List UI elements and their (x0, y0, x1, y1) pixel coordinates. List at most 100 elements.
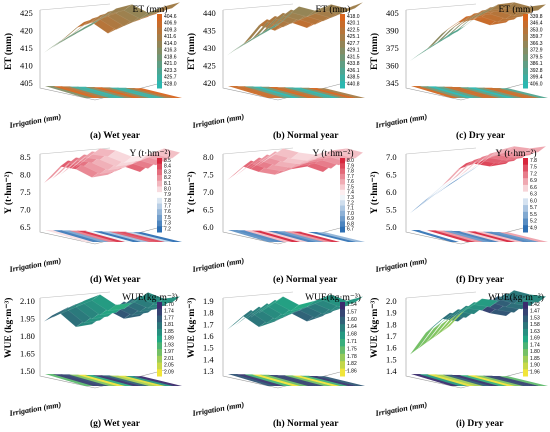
colorbar-swatch (523, 54, 528, 62)
colorbar-tick-label: 1.70 (164, 302, 174, 308)
surface-facet (521, 146, 547, 155)
z-tick-label: 1.5 (203, 343, 214, 353)
colorbar-swatch (157, 328, 162, 337)
colorbar-swatch (523, 211, 528, 220)
surface-facet (338, 148, 364, 159)
z-tick-label: 1.8 (386, 319, 397, 329)
colorbar-tick-label: 1.74 (164, 309, 174, 315)
panel-title: Y (t·hm⁻²) (495, 148, 536, 159)
floor-contour-band (268, 375, 317, 386)
surface-facet (155, 2, 181, 13)
colorbar-tick-label: 1.80 (530, 349, 540, 355)
panel-h: 1.9 1.81.7 1.6 1.51.4 1.3 WUE (kg·m⁻³) Irrigat… (186, 291, 365, 429)
axis-box-top (39, 291, 111, 299)
colorbar-tick-label: 431.5 (347, 54, 360, 60)
colorbar-swatch (523, 349, 528, 357)
colorbar-swatch (340, 81, 345, 89)
floor-contour-band (125, 88, 174, 98)
floor-contour-band (260, 374, 309, 386)
colorbar-swatch (157, 209, 162, 216)
colorbar-swatch (157, 61, 162, 69)
colorbar-swatch (523, 74, 528, 82)
colorbar-tick-label: 7.5 (164, 215, 171, 221)
floor-contour-band (499, 376, 548, 386)
colorbar-tick-label: 429.1 (347, 48, 360, 54)
x-axis-label: Irrigation (mm) (374, 256, 428, 274)
floor-contour-band (300, 87, 349, 98)
colorbar-tick-label: 7.9 (347, 163, 354, 169)
floor-contour-band (260, 86, 309, 98)
colorbar-tick-label: 425.7 (164, 75, 177, 81)
colorbar-swatch (340, 361, 345, 370)
surface-facet (417, 322, 443, 349)
x-axis-label: Irrigation (mm) (191, 256, 245, 274)
colorbar-swatch (523, 61, 528, 69)
floor-contour-band (491, 376, 540, 386)
z-tick-label: 1.50 (20, 366, 35, 376)
colorbar-tick-label: 7.2 (530, 171, 537, 177)
panel-caption: (c) Dry year (456, 130, 506, 141)
panel-d: 8.5 8.0 7.5 7.0 6.5 Y (t·hm⁻²) Irrigation (mm)… (3, 147, 182, 285)
colorbar-swatch (340, 168, 345, 175)
colorbar-tick-label: 1.58 (530, 322, 540, 328)
colorbar-tick-label: 7.0 (347, 211, 354, 217)
floor-contour-band (284, 375, 333, 386)
surface-facet (441, 173, 467, 191)
colorbar-tick-label: 5.2 (530, 219, 537, 225)
z-tick-label: 360 (386, 61, 399, 71)
colorbar-swatch (157, 342, 162, 350)
floor-contour-band (451, 231, 500, 242)
colorbar-swatch (157, 163, 162, 170)
colorbar-swatch (157, 203, 162, 210)
z-tick-label: 435 (203, 26, 216, 36)
colorbar-tick-label: 8.0 (164, 186, 171, 192)
colorbar-swatch (157, 20, 162, 28)
colorbar-swatch (340, 74, 345, 82)
floor-contour-band (133, 232, 182, 242)
floor-contour-band (308, 88, 357, 98)
colorbar-tick-label: 1.74 (530, 342, 540, 348)
colorbar-tick-label: 438.5 (347, 75, 360, 81)
z-tick-label: 420 (20, 26, 33, 36)
floor-contour-band (45, 86, 94, 98)
colorbar-swatch (523, 178, 528, 186)
colorbar-swatch (523, 81, 528, 89)
colorbar-tick-label: 7.3 (164, 221, 171, 227)
colorbar-tick-label: 1.75 (347, 346, 357, 352)
colorbar-tick-label: 1.71 (347, 339, 357, 345)
z-tick-label: 390 (386, 26, 399, 36)
colorbar-swatch (523, 218, 528, 226)
floor-contour-band (483, 375, 532, 386)
colorbar-swatch (523, 34, 528, 42)
colorbar-swatch (157, 220, 162, 227)
floor-contour-band (475, 87, 524, 98)
floor-contour-band (93, 231, 142, 242)
z-tick-label: 1.6 (203, 331, 214, 341)
colorbar-swatch (157, 47, 162, 55)
z-tick-label: 1.4 (203, 354, 214, 364)
colorbar-tick-label: 1.57 (347, 309, 357, 315)
floor-contour-band (483, 87, 532, 98)
floor-contour-band (419, 374, 468, 386)
colorbar-tick-label: 2.09 (164, 369, 174, 375)
x-axis-label: Irrigation (mm) (191, 400, 245, 418)
floor-contour-band (61, 86, 110, 98)
axis-box-top (39, 3, 111, 11)
floor-contour-band (236, 86, 285, 98)
panel-title: ET (mm) (133, 4, 168, 15)
colorbar-swatch (157, 158, 162, 165)
floor-contour-band (236, 374, 285, 386)
z-tick-label: 1.9 (203, 296, 214, 306)
floor-contour-band (53, 374, 102, 386)
panel-title: ET (mm) (499, 4, 534, 15)
colorbar-swatch (340, 205, 345, 212)
floor-contour-band (491, 88, 540, 98)
colorbar-swatch (157, 192, 162, 199)
floor-contour-band (125, 232, 174, 242)
colorbar-swatch (340, 368, 345, 377)
floor-contour-band (85, 375, 134, 386)
floor-contour-band (61, 374, 110, 386)
colorbar-tick-label: 1.69 (530, 336, 540, 342)
colorbar-swatch (157, 302, 162, 310)
floor-contour-band (244, 86, 293, 98)
